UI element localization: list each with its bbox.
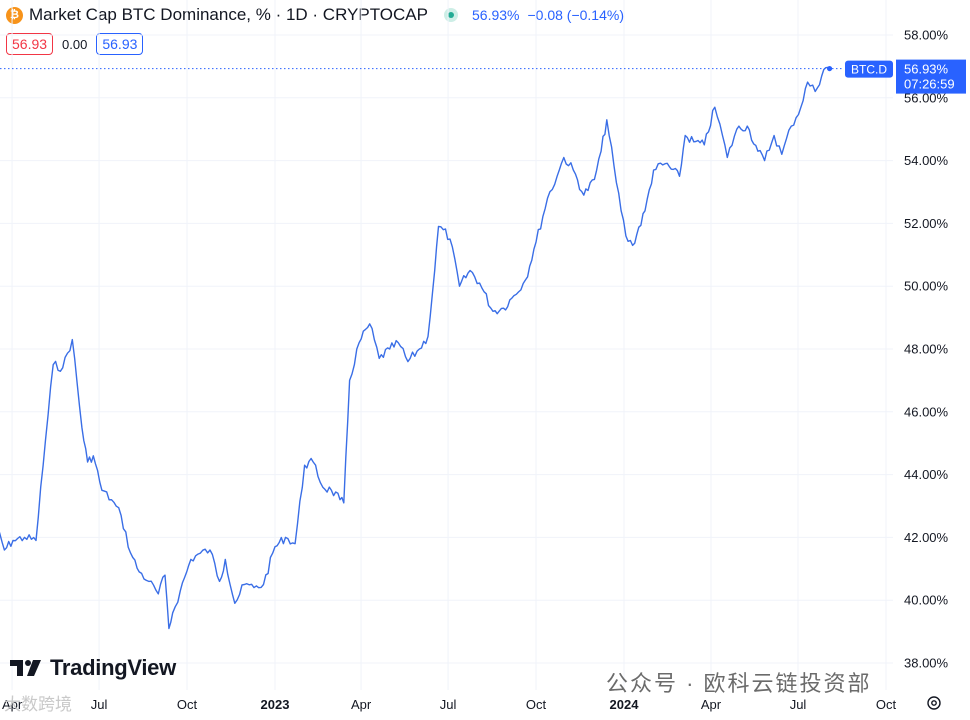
bar-countdown: 07:26:59 <box>904 77 955 92</box>
bitcoin-icon: ₿ <box>6 6 23 24</box>
tradingview-logo[interactable]: TradingView <box>10 655 176 681</box>
y-tick-label: 48.00% <box>904 342 949 357</box>
chart-header: ₿ Market Cap BTC Dominance, % · 1D · CRY… <box>6 4 632 26</box>
time-axis: Apr Jul Oct 2023 Apr Jul Oct 2024 Apr Jul Oct <box>2 697 897 712</box>
settings-gear-icon[interactable] <box>925 694 943 712</box>
series-line-btc-dominance <box>0 66 830 630</box>
change-value: −0.08 (−0.14%) <box>527 7 624 23</box>
y-tick-label: 46.00% <box>904 404 949 419</box>
y-tick-label: 58.00% <box>904 28 949 43</box>
x-tick-label: Oct <box>876 697 897 712</box>
ticker-tag-label: BTC.D <box>851 63 887 77</box>
price-axis: 58.00% 56.00% 54.00% 52.00% 50.00% 48.00% 46.0… <box>904 28 949 671</box>
sell-box[interactable]: 56.93 <box>6 33 54 55</box>
last-point <box>826 65 833 72</box>
y-tick-label: 56.00% <box>904 90 949 105</box>
last-price-value: 56.93% <box>904 62 949 77</box>
ohlc-row: 56.93 0.00 56.93 <box>6 33 144 55</box>
x-tick-label: Jul <box>790 697 807 712</box>
symbol-title[interactable]: Market Cap BTC Dominance, % · 1D · CRYPT… <box>29 5 428 24</box>
watermark-right: 公众号 · 欧科云链投资部 <box>606 671 872 696</box>
y-tick-label: 52.00% <box>904 216 949 231</box>
market-status-icon[interactable] <box>444 8 458 22</box>
x-tick-label: Oct <box>526 697 547 712</box>
last-price-tag <box>896 59 966 94</box>
watermark-left: 大数跨境 <box>4 695 72 714</box>
x-tick-label: Apr <box>701 697 722 712</box>
buy-box[interactable]: 56.93 <box>96 33 144 55</box>
x-tick-label: 2024 <box>610 697 640 712</box>
x-tick-label: Oct <box>177 697 198 712</box>
tradingview-wordmark: TradingView <box>50 655 176 680</box>
x-tick-label: Apr <box>2 697 23 712</box>
price-label: BTC.D 56.93%07:26:59 <box>845 59 966 94</box>
y-tick-label: 50.00% <box>904 279 949 294</box>
y-tick-label: 38.00% <box>904 656 949 671</box>
x-tick-label: Jul <box>440 697 457 712</box>
last-value: 56.93% <box>472 7 520 23</box>
ticker-tag <box>845 60 893 78</box>
y-tick-label: 42.00% <box>904 530 949 545</box>
y-tick-label: 44.00% <box>904 467 949 482</box>
x-tick-label: Jul <box>91 697 108 712</box>
tradingview-logo-icon <box>10 660 41 676</box>
y-tick-label: 40.00% <box>904 593 949 608</box>
x-tick-label: 2023 <box>261 697 290 712</box>
y-tick-label: 54.00% <box>904 153 949 168</box>
chart-grid <box>0 0 893 690</box>
x-tick-label: Apr <box>351 697 372 712</box>
spread-value: 0.00 <box>62 36 88 52</box>
